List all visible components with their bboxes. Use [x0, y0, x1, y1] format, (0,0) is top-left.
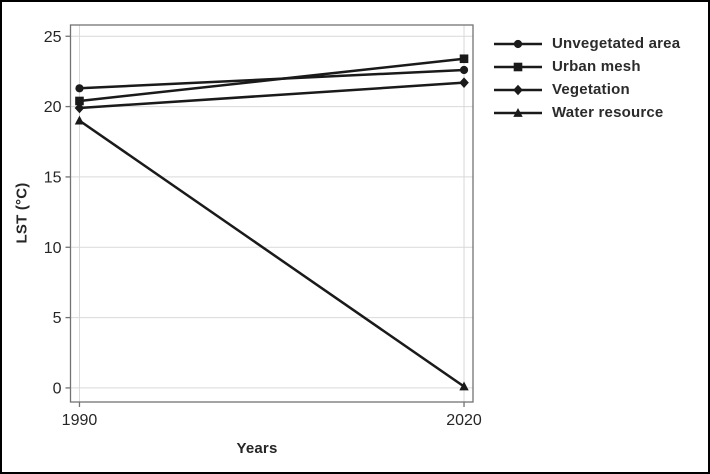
x-tick-label: 2020	[446, 412, 482, 429]
square-marker-icon	[459, 54, 469, 64]
series-point-water-resource	[74, 115, 85, 125]
y-tick-label: 25	[44, 29, 62, 46]
legend-key	[494, 107, 542, 117]
diamond-marker-icon	[513, 84, 523, 95]
legend-label: Vegetation	[552, 81, 630, 98]
triangle-marker-icon	[74, 115, 85, 125]
series-point-unvegetated-area	[75, 84, 84, 93]
legend-label: Unvegetated area	[552, 35, 681, 52]
legend-label: Urban mesh	[552, 58, 641, 75]
diamond-marker-icon	[459, 77, 469, 88]
legend-key	[494, 62, 542, 71]
y-tick-label: 15	[44, 169, 62, 186]
x-tick-label: 1990	[62, 412, 98, 429]
legend: Unvegetated area Urban mesh Vegetation Wate…	[494, 32, 680, 124]
series-point-water-resource	[459, 381, 469, 391]
triangle-marker-icon	[513, 107, 523, 117]
plot-frame	[69, 24, 474, 403]
circle-marker-icon	[459, 65, 469, 75]
series-line-vegetation	[79, 81, 465, 110]
legend-item-unvegetated-area: Unvegetated area	[494, 32, 680, 55]
circle-marker-icon	[513, 39, 523, 48]
circle-marker-icon	[75, 84, 84, 93]
y-tick-label: 5	[53, 310, 62, 327]
series-point-vegetation	[74, 102, 85, 114]
triangle-marker-icon	[459, 381, 469, 391]
series-line-urban-mesh	[79, 57, 465, 103]
series-point-urban-mesh	[459, 54, 469, 64]
legend-item-water-resource: Water resource	[494, 101, 680, 124]
series-point-urban-mesh	[75, 96, 84, 106]
square-marker-icon	[513, 62, 523, 71]
legend-key	[494, 39, 542, 48]
y-tick-label: 20	[44, 99, 62, 116]
diamond-marker-icon	[74, 102, 85, 114]
legend-item-urban-mesh: Urban mesh	[494, 55, 680, 78]
legend-label: Water resource	[552, 104, 664, 121]
y-tick-label: 10	[44, 240, 62, 257]
legend-item-vegetation: Vegetation	[494, 78, 680, 101]
x-axis-title: Years	[236, 440, 278, 457]
series-point-unvegetated-area	[459, 65, 469, 75]
y-axis-title: LST (°C)	[13, 182, 31, 244]
legend-key	[494, 84, 542, 95]
series-line-water-resource	[78, 119, 465, 388]
square-marker-icon	[75, 96, 84, 106]
series-point-vegetation	[459, 77, 469, 88]
y-tick-label: 0	[53, 380, 62, 397]
